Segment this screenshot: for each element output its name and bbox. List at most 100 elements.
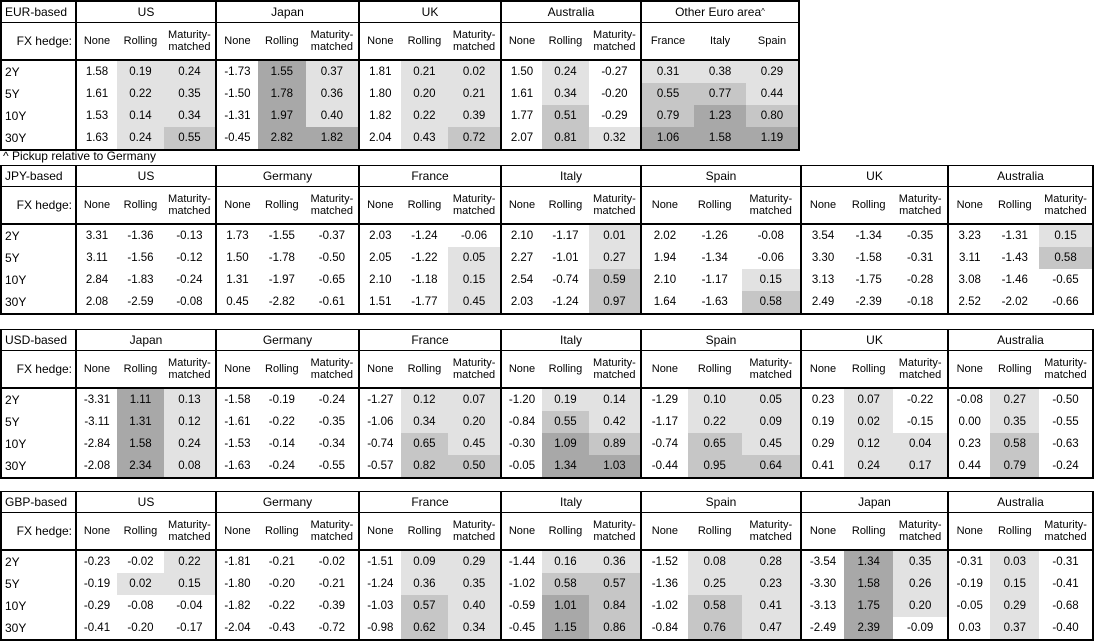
value-cell: 0.02 bbox=[448, 61, 500, 83]
value-cell: 1.50 bbox=[510, 66, 534, 78]
subcolumn-header: Rolling bbox=[548, 363, 583, 375]
value-cell: 0.55 bbox=[542, 411, 589, 433]
row-label: 2Y bbox=[2, 61, 75, 83]
data-group: -1.06 0.34 0.20 bbox=[358, 411, 500, 433]
value-cell: 3.30 bbox=[811, 252, 835, 264]
data-row-2y: 2Y 3.31 -1.36 -0.13 1.73 -1.55 -0.37 2.03 -1.24 -… bbox=[2, 225, 1092, 247]
row-label: 30Y bbox=[2, 455, 75, 477]
data-group: -0.29 -0.08 -0.04 bbox=[75, 595, 215, 617]
data-group: 2.03 -1.24 0.97 bbox=[500, 291, 640, 313]
value-cell: 0.04 bbox=[893, 433, 947, 455]
value-cell: 1.58 bbox=[117, 433, 164, 455]
data-group: 0.19 0.02 -0.15 bbox=[800, 411, 947, 433]
country-header-label: Australia bbox=[997, 495, 1044, 509]
value-cell: -1.55 bbox=[268, 230, 295, 242]
value-cell: -1.31 bbox=[224, 110, 251, 122]
subcolumn-header: None bbox=[83, 35, 111, 47]
value-cell: 0.05 bbox=[741, 389, 800, 411]
value-cell: 1.51 bbox=[369, 296, 392, 308]
value-cell: 2.08 bbox=[85, 296, 109, 308]
subcolumn-header: Rolling bbox=[407, 525, 442, 537]
value-cell: 0.02 bbox=[844, 411, 894, 433]
data-group: 3.11 -1.56 -0.12 bbox=[75, 247, 215, 269]
data-group: 1.61 0.34 -0.20 bbox=[500, 83, 640, 105]
country-group-header: US bbox=[75, 166, 215, 186]
data-group: 0.23 0.07 -0.22 bbox=[800, 389, 947, 411]
value-cell: 1.11 bbox=[117, 389, 164, 411]
value-cell: -0.55 bbox=[318, 460, 345, 472]
data-group: -0.59 1.01 0.84 bbox=[500, 595, 640, 617]
subcolumn-header: Maturity-matched bbox=[1044, 519, 1087, 543]
data-group: 2.04 0.43 0.72 bbox=[358, 127, 500, 149]
data-group: 2.08 -2.59 -0.08 bbox=[75, 291, 215, 313]
subcolumn-header: None bbox=[508, 363, 536, 375]
data-group: -2.08 2.34 0.08 bbox=[75, 455, 215, 477]
value-cell: -0.09 bbox=[907, 622, 934, 634]
data-group: 0.45 -2.82 -0.61 bbox=[215, 291, 358, 313]
value-cell: -0.30 bbox=[508, 438, 536, 450]
value-cell: -2.59 bbox=[127, 296, 154, 308]
country-header-label: US bbox=[137, 169, 155, 183]
value-cell: 0.27 bbox=[588, 247, 640, 269]
value-cell: 0.36 bbox=[400, 573, 449, 595]
value-cell: 0.45 bbox=[448, 291, 500, 313]
data-group: -0.74 0.65 0.45 bbox=[358, 433, 500, 455]
subcolumn-header: Rolling bbox=[548, 525, 583, 537]
subcolumn-header: Spain bbox=[757, 35, 787, 47]
value-cell: 0.23 bbox=[811, 394, 835, 406]
value-cell: 0.29 bbox=[448, 551, 500, 573]
value-cell: -1.26 bbox=[701, 230, 728, 242]
country-header-label: Italy bbox=[559, 169, 582, 183]
fx-hedge-header-row: FX hedge: None Rolling Maturity-matched None… bbox=[2, 351, 1092, 389]
value-cell: 0.35 bbox=[893, 551, 947, 573]
subcolumn-header: Rolling bbox=[265, 363, 299, 375]
value-cell: -0.40 bbox=[1052, 622, 1079, 634]
value-cell: -0.19 bbox=[956, 578, 983, 590]
value-cell: 0.12 bbox=[163, 411, 215, 433]
subcolumn-header-group: None Rolling Maturity-matched bbox=[358, 513, 500, 549]
value-cell: 3.08 bbox=[958, 274, 981, 286]
value-cell: 0.55 bbox=[163, 127, 215, 149]
value-cell: 0.36 bbox=[588, 551, 640, 573]
subcolumn-header: Maturity-matched bbox=[452, 519, 496, 543]
row-label: 30Y bbox=[2, 291, 75, 313]
value-cell: 3.23 bbox=[958, 230, 981, 242]
value-cell: -1.46 bbox=[1001, 274, 1028, 286]
subcolumn-header: None bbox=[83, 363, 111, 375]
row-label: 10Y bbox=[2, 595, 75, 617]
value-cell: 1.55 bbox=[257, 61, 306, 83]
value-cell: 1.03 bbox=[588, 455, 640, 477]
value-cell: 0.35 bbox=[163, 83, 215, 105]
country-group-header: Japan bbox=[800, 492, 947, 512]
value-cell: -0.04 bbox=[176, 600, 203, 612]
value-cell: 2.82 bbox=[257, 127, 306, 149]
data-group: 0.79 1.23 0.80 bbox=[640, 105, 798, 127]
value-cell: 0.09 bbox=[400, 551, 449, 573]
data-group: 0.00 0.35 -0.55 bbox=[947, 411, 1092, 433]
value-cell: -3.30 bbox=[809, 578, 837, 590]
subcolumn-header-group: None Rolling Maturity-matched bbox=[358, 23, 500, 59]
value-cell: -1.61 bbox=[224, 416, 251, 428]
value-cell: -0.41 bbox=[83, 622, 111, 634]
subcolumn-header: Maturity-matched bbox=[310, 29, 354, 53]
value-cell: -0.08 bbox=[956, 394, 983, 406]
value-cell: -1.53 bbox=[224, 438, 251, 450]
country-header-row: JPY-based US Germany France Italy Spain UK Aust… bbox=[2, 166, 1092, 187]
table-title-jpy: JPY-based bbox=[2, 166, 75, 186]
value-cell: -0.24 bbox=[1052, 460, 1079, 472]
value-cell: 3.54 bbox=[811, 230, 835, 242]
value-cell: 0.24 bbox=[117, 127, 164, 149]
value-cell: 0.45 bbox=[226, 296, 249, 308]
data-group: -0.41 -0.20 -0.17 bbox=[75, 617, 215, 639]
data-group: 3.31 -1.36 -0.13 bbox=[75, 225, 215, 247]
value-cell: 0.20 bbox=[400, 83, 449, 105]
subcolumn-header: France bbox=[650, 35, 686, 47]
value-cell: -1.63 bbox=[701, 296, 728, 308]
value-cell: 3.11 bbox=[86, 252, 108, 264]
value-cell: 0.44 bbox=[746, 83, 798, 105]
value-cell: 0.21 bbox=[400, 61, 449, 83]
value-cell: -0.29 bbox=[601, 110, 628, 122]
data-group: -0.19 0.15 -0.41 bbox=[947, 573, 1092, 595]
value-cell: 0.35 bbox=[990, 411, 1040, 433]
value-cell: 2.02 bbox=[653, 230, 677, 242]
